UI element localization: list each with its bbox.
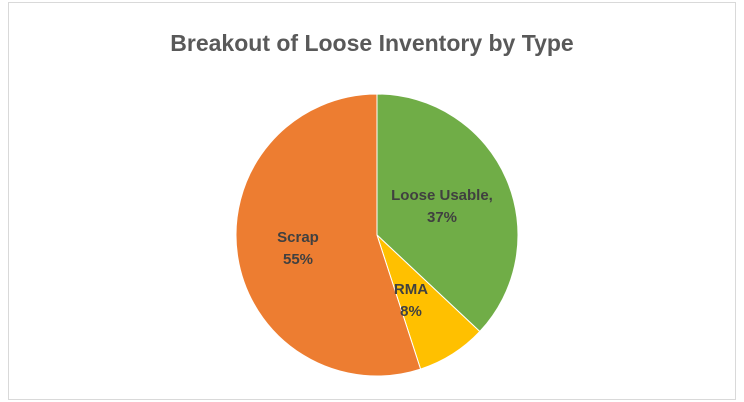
pie-slice-scrap <box>235 93 422 377</box>
chart-title: Breakout of Loose Inventory by Type <box>170 30 574 56</box>
slice-label-rma: RMA 8% <box>394 281 428 320</box>
slice-label-scrap: Scrap 55% <box>277 229 319 268</box>
pie-slice-loose-usable <box>376 93 519 333</box>
slice-label-loose-usable: Loose Usable, 37% <box>391 187 493 226</box>
